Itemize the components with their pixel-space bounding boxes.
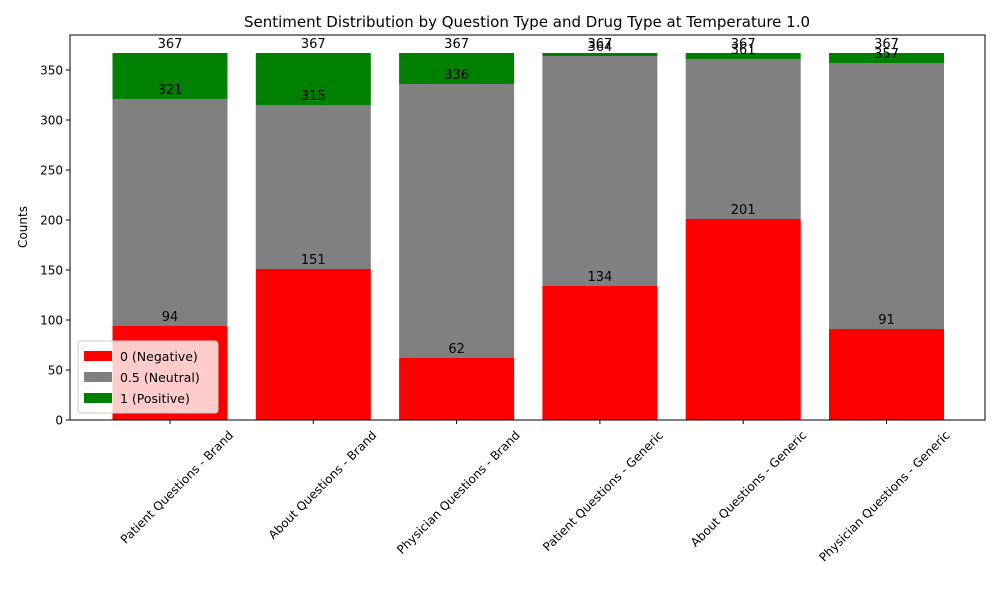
bar-segment — [685, 59, 801, 219]
bar-segment — [829, 63, 944, 329]
bar-segment — [542, 56, 658, 286]
data-label: 361 — [731, 43, 756, 58]
bar-segment — [829, 53, 944, 63]
bar-segment — [255, 269, 371, 420]
y-tick-label: 200 — [40, 214, 63, 228]
legend-swatch — [84, 393, 112, 403]
bars-layer — [112, 53, 944, 420]
data-label: 367 — [301, 37, 326, 52]
y-tick-label: 50 — [48, 364, 63, 378]
data-label: 367 — [158, 37, 183, 52]
x-axis: Patient Questions - Brand About Questions… — [118, 420, 953, 564]
y-tick-label: 0 — [55, 414, 63, 428]
bar-segment — [542, 286, 658, 420]
data-label: 367 — [731, 37, 756, 52]
data-labels-layer: 9432136715131536762336367134364367201361… — [158, 37, 899, 357]
legend-box — [77, 340, 219, 414]
data-label: 151 — [301, 253, 326, 268]
data-label: 321 — [158, 83, 183, 98]
bar-segment — [112, 99, 228, 326]
bar-segment — [685, 219, 801, 420]
x-tick-label: About Questions - Generic — [688, 428, 809, 549]
y-tick-label: 150 — [40, 264, 63, 278]
data-label: 91 — [878, 313, 895, 328]
data-label: 367 — [874, 37, 899, 52]
data-label: 357 — [874, 47, 899, 62]
x-tick-label: Physician Questions - Generic — [816, 428, 952, 564]
legend-label: 1 (Positive) — [120, 391, 190, 406]
x-tick-label: Patient Questions - Brand — [118, 428, 236, 546]
legend-swatch — [84, 351, 112, 361]
plot-frame — [69, 34, 986, 421]
data-label: 201 — [731, 203, 756, 218]
bar-segment — [685, 53, 801, 59]
y-axis-label: Counts — [16, 206, 30, 248]
x-tick-label: Patient Questions - Generic — [540, 428, 666, 554]
data-label: 315 — [301, 89, 326, 104]
x-tick-label: About Questions - Brand — [266, 428, 380, 542]
bar-segment — [399, 84, 515, 358]
y-axis: 0 50 100 150 200 250 300 350 — [40, 64, 70, 428]
legend-label: 0.5 (Neutral) — [120, 370, 200, 385]
bar-segment — [255, 53, 371, 105]
y-tick-label: 300 — [40, 114, 63, 128]
data-label: 367 — [444, 37, 469, 52]
data-label: 336 — [444, 68, 469, 83]
y-tick-label: 350 — [40, 64, 63, 78]
bar-segment — [399, 358, 515, 420]
bar-segment — [112, 53, 228, 99]
y-tick-label: 100 — [40, 314, 63, 328]
data-label: 367 — [587, 37, 612, 52]
x-tick-label: Physician Questions - Brand — [394, 428, 523, 557]
data-label: 62 — [448, 342, 465, 357]
legend-swatch — [84, 372, 112, 382]
data-label: 94 — [162, 310, 179, 325]
bar-segment — [255, 105, 371, 269]
bar-segment — [399, 53, 515, 84]
legend: 0 (Negative) 0.5 (Neutral) 1 (Positive) — [77, 340, 219, 414]
chart-title: Sentiment Distribution by Question Type … — [244, 13, 810, 31]
y-tick-label: 250 — [40, 164, 63, 178]
data-label: 134 — [587, 270, 612, 285]
data-label: 364 — [587, 40, 612, 55]
bar-segment — [829, 329, 944, 420]
legend-label: 0 (Negative) — [120, 349, 198, 364]
bar-segment — [542, 53, 658, 56]
